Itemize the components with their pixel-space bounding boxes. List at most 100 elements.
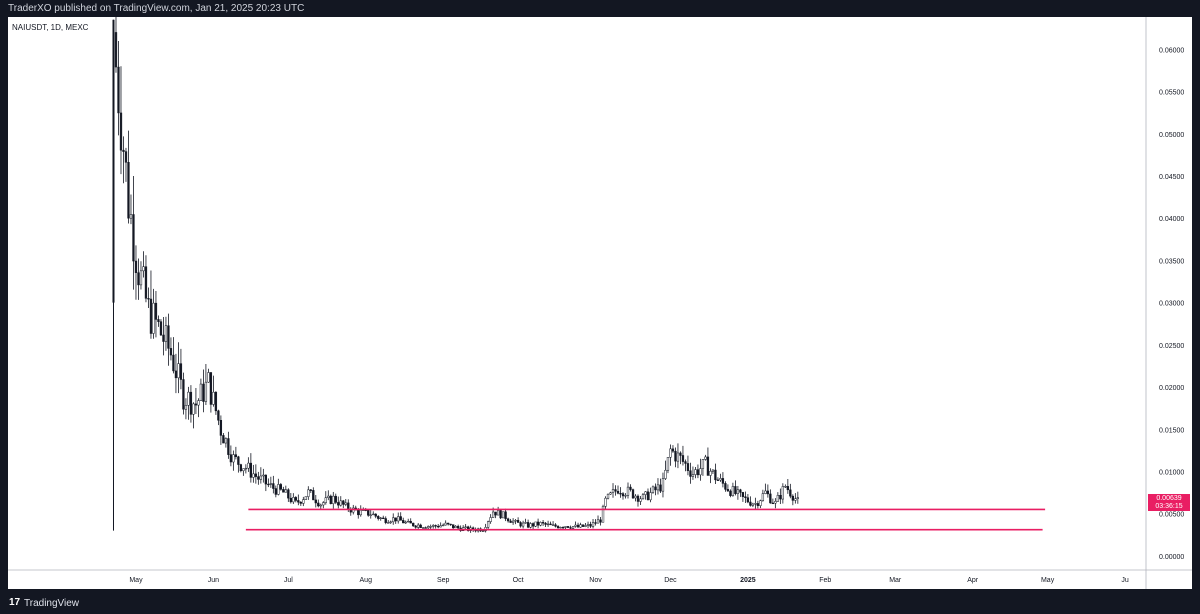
candle-body	[576, 524, 580, 528]
candle-body	[741, 492, 745, 497]
candle-body	[509, 520, 512, 523]
x-tick-label: Jun	[208, 577, 219, 584]
chart-frame[interactable]: 0.06000 0.05500 0.05000 0.04500 0.04000 0.035…	[8, 17, 1192, 589]
candle-body	[112, 19, 115, 303]
candle-body	[669, 448, 672, 458]
candle-body	[694, 469, 697, 475]
x-tick-label: Dec	[664, 577, 677, 584]
candle-body	[117, 66, 120, 114]
candle-body	[277, 484, 280, 495]
candle-body	[521, 522, 525, 527]
candle-body	[269, 483, 272, 485]
candle-body	[581, 524, 585, 527]
candle-body	[169, 348, 173, 356]
candle-body	[149, 298, 153, 334]
candle-body	[554, 524, 557, 527]
candle-body	[796, 497, 799, 499]
y-tick-label: 0.05000	[1159, 132, 1184, 139]
candle-body	[402, 520, 405, 524]
candle-body	[501, 511, 505, 519]
tradingview-logo-icon[interactable]: 17	[9, 597, 21, 608]
candle-body	[534, 521, 537, 527]
candle-body	[187, 391, 190, 406]
candle-body	[676, 452, 680, 462]
candle-body	[139, 270, 143, 286]
candle-body	[167, 325, 170, 349]
candle-body	[247, 462, 250, 469]
candle-body	[284, 489, 287, 493]
candle-body	[714, 469, 717, 481]
candle-body	[599, 519, 602, 523]
y-tick-label: 0.06000	[1159, 47, 1184, 54]
candle-body	[736, 489, 740, 494]
candle-body	[239, 464, 243, 472]
candle-body	[564, 526, 567, 528]
price-chart[interactable]: 0.06000 0.05500 0.05000 0.04500 0.04000 0.035…	[8, 17, 1192, 589]
candle-body	[192, 403, 195, 415]
candle-body	[197, 400, 200, 406]
candle-body	[739, 489, 742, 493]
candle-body	[229, 454, 233, 463]
candle-body	[147, 298, 150, 300]
candle-body	[611, 489, 615, 493]
candle-body	[314, 499, 317, 504]
candle-body	[129, 214, 133, 219]
candle-body	[544, 522, 547, 525]
candle-body	[137, 272, 140, 286]
candle-body	[359, 510, 362, 516]
candle-body	[566, 526, 570, 528]
y-tick-label: 0.00000	[1159, 554, 1184, 561]
x-tick-label: 2025	[740, 577, 756, 584]
candle-body	[666, 457, 670, 471]
candle-body	[511, 520, 515, 523]
candle-body	[234, 454, 238, 458]
candle-body	[427, 526, 430, 529]
candle-body	[144, 266, 148, 299]
candle-body	[257, 476, 260, 480]
candle-body	[312, 490, 315, 501]
candle-body	[754, 503, 757, 505]
candle-body	[132, 214, 135, 262]
candle-body	[162, 334, 165, 342]
candle-body	[494, 511, 497, 516]
candle-body	[464, 526, 467, 528]
candle-body	[761, 493, 765, 501]
candle-body	[671, 448, 675, 452]
brand-name[interactable]: TradingView	[24, 598, 80, 609]
candle-body	[367, 509, 370, 516]
candle-body	[659, 484, 662, 492]
last-price-value: 0.00639	[1156, 494, 1182, 502]
candle-body	[274, 488, 277, 495]
candle-body	[447, 522, 450, 525]
candle-body	[504, 511, 507, 520]
candle-body	[624, 495, 627, 497]
publisher-bar: TraderXO published on TradingView.com, J…	[0, 0, 1200, 18]
candle-body	[571, 526, 575, 529]
candle-body	[561, 526, 565, 529]
candle-body	[394, 517, 397, 522]
candle-body	[387, 522, 390, 524]
candle-body	[594, 522, 597, 524]
candle-body	[729, 490, 732, 496]
candle-body	[202, 383, 205, 402]
candle-body	[119, 112, 123, 151]
candle-body	[629, 486, 632, 490]
candle-body	[457, 525, 460, 529]
candle-body	[719, 478, 722, 481]
candle-body	[604, 497, 607, 507]
candle-body	[636, 495, 640, 502]
candle-body	[591, 522, 595, 527]
candle-body	[262, 474, 265, 477]
candle-body	[699, 468, 702, 476]
candle-body	[779, 494, 782, 500]
candle-body	[721, 478, 725, 484]
candle-body	[242, 468, 245, 472]
candle-body	[159, 321, 163, 336]
candle-body	[302, 499, 305, 504]
candle-body	[127, 162, 130, 219]
candle-body	[706, 456, 710, 476]
candle-body	[287, 489, 290, 499]
candle-body	[716, 479, 720, 481]
candle-body	[551, 524, 555, 526]
candle-body	[429, 526, 432, 528]
